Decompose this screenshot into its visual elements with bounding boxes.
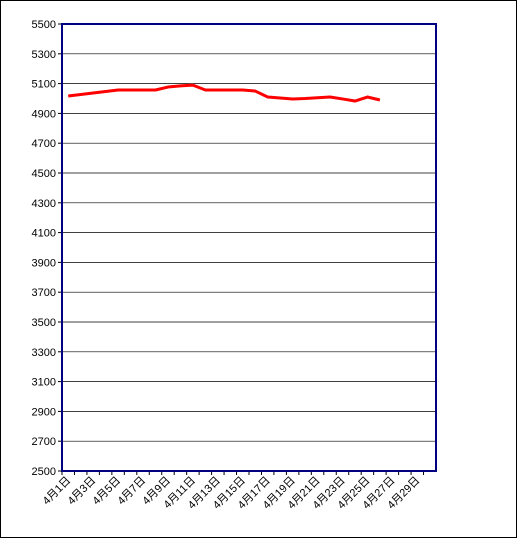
y-tick-label: 5500 bbox=[32, 19, 56, 31]
y-tick-label: 2700 bbox=[32, 436, 56, 448]
y-tick-label: 3500 bbox=[32, 317, 56, 329]
y-tick-label: 3100 bbox=[32, 377, 56, 389]
y-tick-label: 4500 bbox=[32, 168, 56, 180]
y-tick-label: 3900 bbox=[32, 257, 56, 269]
y-tick-label: 4900 bbox=[32, 108, 56, 120]
y-tick-label: 3300 bbox=[32, 347, 56, 359]
plot-area bbox=[61, 23, 437, 472]
y-tick-label: 2500 bbox=[32, 466, 56, 478]
y-tick-label: 5100 bbox=[32, 79, 56, 91]
y-tick-label: 3700 bbox=[32, 287, 56, 299]
y-tick-label: 4100 bbox=[32, 228, 56, 240]
y-tick-label: 5300 bbox=[32, 49, 56, 61]
y-tick-label: 4700 bbox=[32, 138, 56, 150]
y-tick-label: 4300 bbox=[32, 198, 56, 210]
line bbox=[68, 83, 381, 103]
y-tick-label: 2900 bbox=[32, 406, 56, 418]
